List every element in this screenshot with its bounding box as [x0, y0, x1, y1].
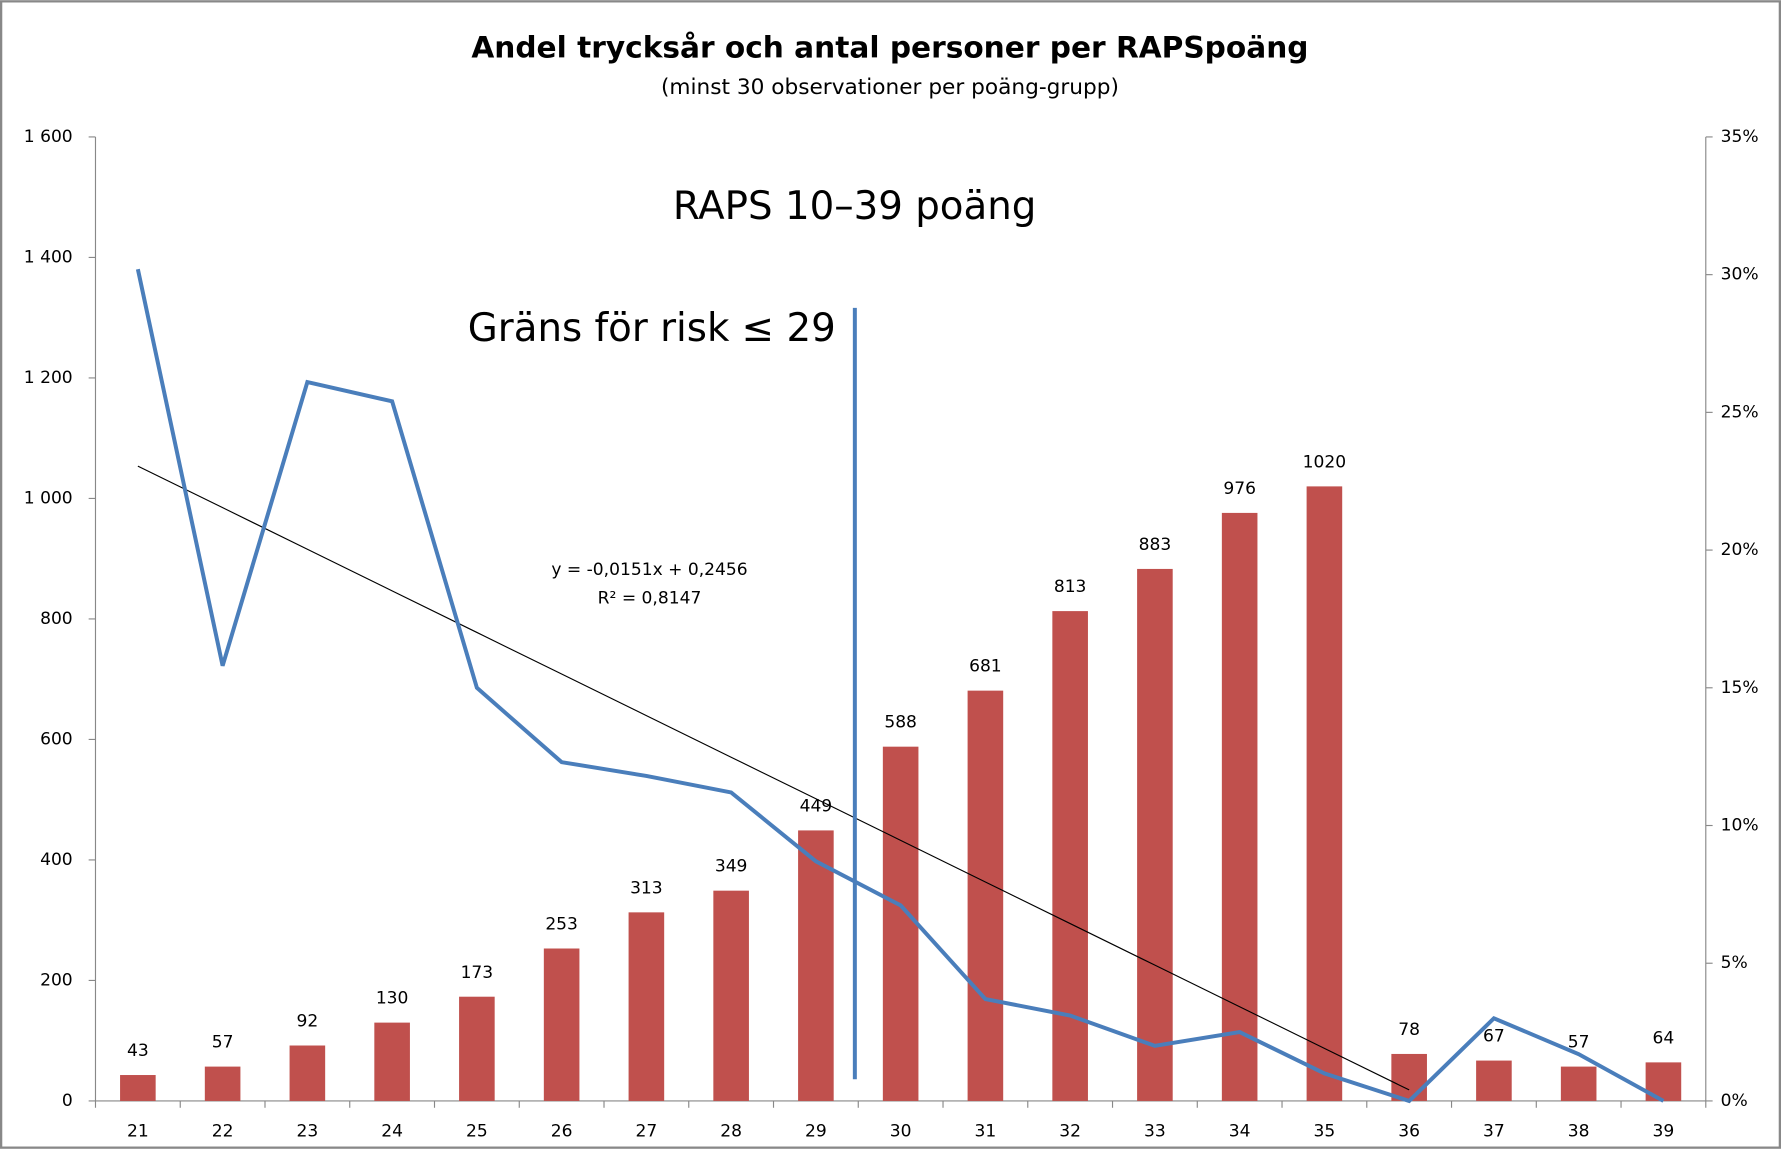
bar	[120, 1075, 156, 1101]
x-tick-label: 28	[720, 1122, 742, 1142]
x-tick-label: 33	[1144, 1122, 1166, 1142]
bar	[1306, 486, 1343, 1101]
y-tick-label: 1 400	[24, 247, 73, 267]
bar	[628, 912, 665, 1101]
data-label: 253	[545, 915, 578, 935]
data-label: 449	[800, 796, 833, 816]
data-label: 976	[1223, 479, 1256, 499]
x-tick-label: 36	[1398, 1122, 1420, 1142]
bar	[204, 1066, 241, 1101]
data-label: 67	[1483, 1027, 1505, 1047]
y2-tick-label: 35%	[1721, 127, 1759, 147]
bar	[1391, 1053, 1427, 1101]
trendline	[137, 465, 1410, 1091]
x-tick-label: 39	[1653, 1122, 1675, 1142]
bar	[1052, 611, 1088, 1101]
y-tick-label: 1 600	[24, 127, 73, 147]
bar	[459, 996, 495, 1101]
data-label: 1020	[1303, 452, 1346, 472]
x-tick-label: 23	[297, 1122, 319, 1142]
bar	[713, 890, 749, 1101]
data-label: 313	[630, 878, 663, 898]
line	[135, 268, 1665, 1104]
trend-equation: y = -0,0151x + 0,2456	[551, 560, 747, 580]
data-label: 43	[127, 1041, 149, 1061]
y-tick-label: 1 000	[24, 488, 73, 508]
annotation: Gräns för risk ≤ 29	[468, 306, 836, 351]
y2-tick-label: 15%	[1721, 678, 1759, 698]
data-label: 57	[1568, 1033, 1590, 1053]
y2-tick-label: 20%	[1721, 540, 1759, 560]
data-label: 130	[376, 989, 409, 1009]
data-label: 349	[715, 857, 748, 877]
y-tick-label: 1 200	[24, 368, 73, 388]
y-tick-label: 200	[40, 970, 73, 990]
bar	[289, 1045, 326, 1101]
bar	[1476, 1060, 1512, 1101]
y2-tick-label: 30%	[1721, 265, 1759, 285]
bar	[1560, 1066, 1597, 1101]
y-tick-label: 0	[62, 1091, 73, 1111]
data-label: 78	[1398, 1020, 1420, 1040]
x-tick-label: 21	[127, 1122, 149, 1142]
bar	[882, 746, 919, 1101]
data-label: 92	[297, 1012, 319, 1032]
bar	[1137, 568, 1173, 1101]
x-tick-label: 37	[1483, 1122, 1505, 1142]
x-tick-label: 32	[1059, 1122, 1081, 1142]
y-tick-label: 600	[40, 729, 73, 749]
data-label: 64	[1653, 1028, 1675, 1048]
bar	[543, 948, 580, 1101]
data-label: 883	[1139, 535, 1172, 555]
x-tick-label: 34	[1229, 1122, 1251, 1142]
bar	[798, 830, 834, 1101]
y-tick-label: 800	[40, 609, 73, 629]
data-label: 57	[212, 1033, 234, 1053]
data-label: 588	[884, 713, 917, 733]
bar	[1221, 512, 1258, 1101]
x-tick-label: 29	[805, 1122, 827, 1142]
x-tick-label: 22	[212, 1122, 234, 1142]
x-tick-label: 38	[1568, 1122, 1590, 1142]
x-tick-label: 30	[890, 1122, 912, 1142]
x-tick-label: 31	[975, 1122, 997, 1142]
annotation: RAPS 10–39 poäng	[673, 184, 1037, 229]
y2-tick-label: 25%	[1721, 402, 1759, 422]
y2-tick-label: 10%	[1721, 816, 1759, 836]
chart-title: Andel trycksår och antal personer per RA…	[471, 30, 1308, 65]
x-tick-label: 35	[1314, 1122, 1336, 1142]
y2-tick-label: 0%	[1721, 1091, 1748, 1111]
bar	[374, 1022, 410, 1101]
y-tick-label: 400	[40, 850, 73, 870]
chart-subtitle: (minst 30 observationer per poäng-grupp)	[661, 75, 1119, 100]
x-tick-label: 25	[466, 1122, 488, 1142]
y2-tick-label: 5%	[1721, 953, 1748, 973]
data-label: 173	[461, 963, 494, 983]
x-tick-label: 26	[551, 1122, 573, 1142]
data-label: 681	[969, 657, 1002, 677]
data-label: 813	[1054, 577, 1087, 597]
x-tick-label: 27	[636, 1122, 658, 1142]
trend-r2: R² = 0,8147	[598, 588, 702, 608]
x-tick-label: 24	[381, 1122, 403, 1142]
bar	[967, 690, 1004, 1101]
